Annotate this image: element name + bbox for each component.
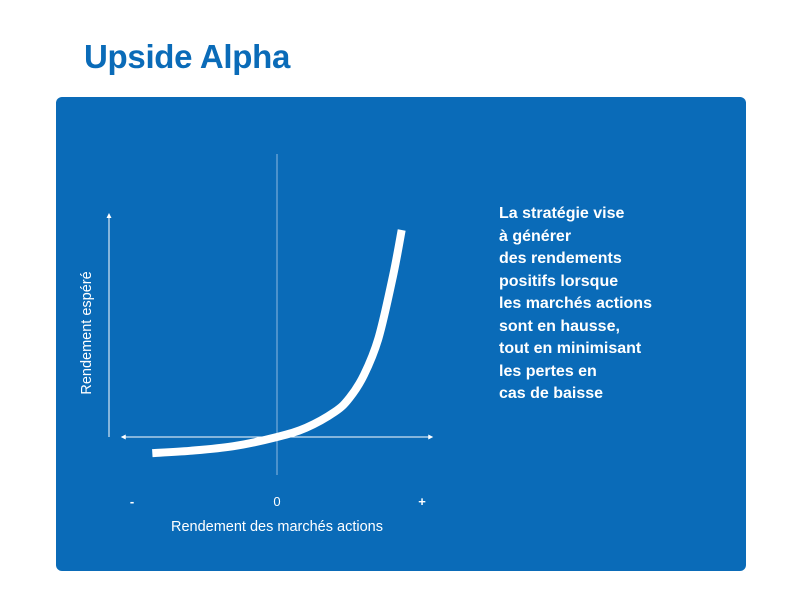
description-line: à générer <box>499 227 572 245</box>
y-axis-label: Rendement espéré <box>79 271 95 394</box>
x-axis-arrow-right <box>428 434 434 440</box>
description-line: les marchés actions <box>499 295 652 312</box>
y-axis-arrow <box>106 213 112 218</box>
page-title: Upside Alpha <box>84 38 291 75</box>
strategy-description: La stratégie vise à générer des rendements… <box>499 203 739 406</box>
x-axis-arrow-left <box>120 434 126 440</box>
description-line: des rendements <box>499 250 622 267</box>
description-line: positifs lorsque <box>499 272 619 290</box>
description-line: les pertes en <box>499 362 597 380</box>
chart-panel: - 0 + Rendement des marchés actions Rendem… <box>56 97 746 571</box>
description-line: La stratégie vise <box>499 205 625 222</box>
expected-return-curve <box>152 229 406 458</box>
x-tick-labels: - 0 + <box>130 494 426 509</box>
description-line: sont en hausse, <box>499 317 620 335</box>
description-line: cas de baisse <box>499 385 604 402</box>
description-line: tout en minimisant <box>499 340 642 357</box>
x-tick-label: + <box>418 494 426 509</box>
chart-svg: - 0 + Rendement des marchés actions Rendem… <box>79 154 434 535</box>
curve-group <box>152 229 406 458</box>
x-axis-label: Rendement des marchés actions <box>171 519 383 535</box>
x-tick-label: 0 <box>273 494 280 509</box>
x-tick-label: - <box>130 494 134 509</box>
